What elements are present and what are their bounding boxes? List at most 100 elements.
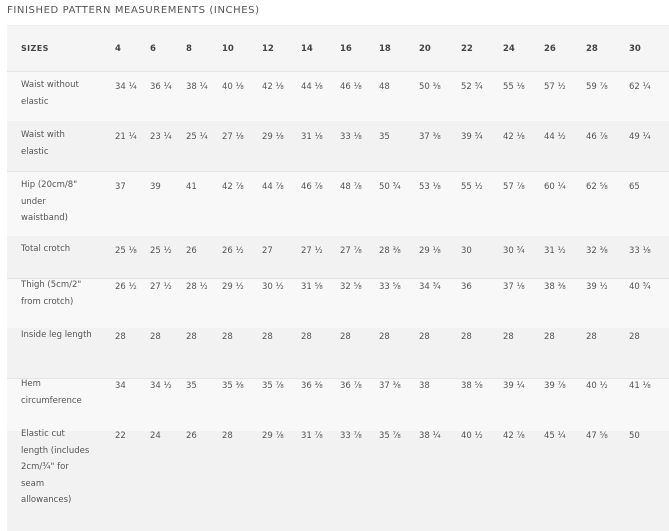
table-cell: 36 ⅜ <box>301 381 323 391</box>
table-row <box>7 278 669 328</box>
table-cell: 55 ⅛ <box>503 82 525 92</box>
table-cell: 27 ½ <box>150 282 172 292</box>
table-cell: 50 ⅜ <box>419 82 441 92</box>
table-cell: 33 ⅛ <box>629 246 651 256</box>
table-cell: 31 ½ <box>544 246 566 256</box>
table-cell: 42 ⅛ <box>503 132 525 142</box>
table-cell: 40 ¾ <box>629 282 651 292</box>
table-cell: 25 ½ <box>150 246 172 256</box>
table-cell: 27 ½ <box>301 246 323 256</box>
row-divider <box>7 171 669 172</box>
table-cell: 28 <box>340 332 351 342</box>
header-row <box>7 26 669 71</box>
table-cell: 35 ⅞ <box>262 381 284 391</box>
table-cell: 28 ½ <box>186 282 208 292</box>
table-cell: 29 ⅛ <box>419 246 441 256</box>
size-header: 28 <box>586 44 598 54</box>
table-cell: 32 ⅝ <box>340 282 362 292</box>
table-cell: 34 ¾ <box>419 282 441 292</box>
table-cell: 33 ⅞ <box>340 431 362 441</box>
size-header: 14 <box>301 44 313 54</box>
table-cell: 27 ⅛ <box>222 132 244 142</box>
table-cell: 38 ¼ <box>186 82 208 92</box>
table-cell: 44 ⅛ <box>301 82 323 92</box>
table-cell: 28 <box>544 332 555 342</box>
table-cell: 35 ⅜ <box>222 381 244 391</box>
table-cell: 48 <box>379 82 390 92</box>
table-cell: 46 ⅞ <box>301 182 323 192</box>
table-cell: 39 ⅞ <box>544 381 566 391</box>
table-cell: 36 <box>461 282 472 292</box>
table-cell: 45 ¼ <box>544 431 566 441</box>
table-cell: 29 ½ <box>222 282 244 292</box>
table-cell: 37 <box>115 182 126 192</box>
table-cell: 26 ½ <box>222 246 244 256</box>
table-row <box>7 378 669 431</box>
table-cell: 28 <box>461 332 472 342</box>
row-label: Elastic cut length (includes 2cm/¾" for … <box>21 429 90 505</box>
table-cell: 33 ⅛ <box>340 132 362 142</box>
row-label: Hem circumference <box>21 379 82 406</box>
table-cell: 60 ¼ <box>544 182 566 192</box>
table-cell: 35 <box>379 132 390 142</box>
table-cell: 38 ⅜ <box>544 282 566 292</box>
table-cell: 49 ¼ <box>629 132 651 142</box>
table-cell: 41 <box>186 182 197 192</box>
size-header: 10 <box>222 44 234 54</box>
row-divider <box>7 278 669 279</box>
table-cell: 52 ¾ <box>461 82 483 92</box>
table-cell: 21 ¼ <box>115 132 137 142</box>
table-cell: 31 ⅛ <box>301 132 323 142</box>
row-label: Inside leg length <box>21 330 92 340</box>
table-cell: 38 ¼ <box>419 431 441 441</box>
table-cell: 40 ½ <box>586 381 608 391</box>
table-cell: 41 ⅛ <box>629 381 651 391</box>
table-cell: 55 ½ <box>461 182 483 192</box>
table-cell: 26 <box>186 246 197 256</box>
row-label: Total crotch <box>21 244 71 254</box>
table-cell: 42 ⅞ <box>503 431 525 441</box>
table-cell: 30 <box>461 246 472 256</box>
size-header: 18 <box>379 44 391 54</box>
table-cell: 29 ⅞ <box>262 431 284 441</box>
table-cell: 65 <box>629 182 640 192</box>
table-cell: 38 ⅝ <box>461 381 483 391</box>
table-cell: 57 ½ <box>544 82 566 92</box>
table-cell: 28 ⅜ <box>379 246 401 256</box>
table-cell: 28 <box>629 332 640 342</box>
table-cell: 37 ⅜ <box>379 381 401 391</box>
table-cell: 57 ⅞ <box>503 182 525 192</box>
table-cell: 32 ⅜ <box>586 246 608 256</box>
table-cell: 44 ⅞ <box>262 182 284 192</box>
size-header: 8 <box>186 44 192 54</box>
table-cell: 33 ⅝ <box>379 282 401 292</box>
table-cell: 28 <box>586 332 597 342</box>
table-cell: 29 ⅛ <box>262 132 284 142</box>
table-cell: 40 ⅛ <box>222 82 244 92</box>
table-cell: 47 ⅝ <box>586 431 608 441</box>
table-cell: 42 ⅛ <box>262 82 284 92</box>
table-cell: 50 ¾ <box>379 182 401 192</box>
header-label: SIZES <box>21 44 49 53</box>
table-cell: 31 ⅝ <box>301 282 323 292</box>
table-row <box>7 171 669 236</box>
table-cell: 28 <box>503 332 514 342</box>
table-cell: 35 <box>186 381 197 391</box>
table-cell: 25 ⅛ <box>115 246 137 256</box>
table-cell: 44 ½ <box>544 132 566 142</box>
table-cell: 39 ¾ <box>461 132 483 142</box>
table-cell: 37 ⅜ <box>419 132 441 142</box>
table-cell: 24 <box>150 431 161 441</box>
table-cell: 39 ¼ <box>503 381 525 391</box>
row-label: Waist with elastic <box>21 130 65 157</box>
table-cell: 35 ⅞ <box>379 431 401 441</box>
page-title: FINISHED PATTERN MEASUREMENTS (INCHES) <box>7 5 260 16</box>
table-cell: 28 <box>150 332 161 342</box>
table-cell: 34 ¼ <box>115 82 137 92</box>
size-header: 6 <box>150 44 156 54</box>
table-cell: 53 ⅛ <box>419 182 441 192</box>
table-cell: 39 ½ <box>586 282 608 292</box>
table-cell: 30 ¾ <box>503 246 525 256</box>
table-cell: 46 ⅞ <box>586 132 608 142</box>
size-header: 24 <box>503 44 515 54</box>
